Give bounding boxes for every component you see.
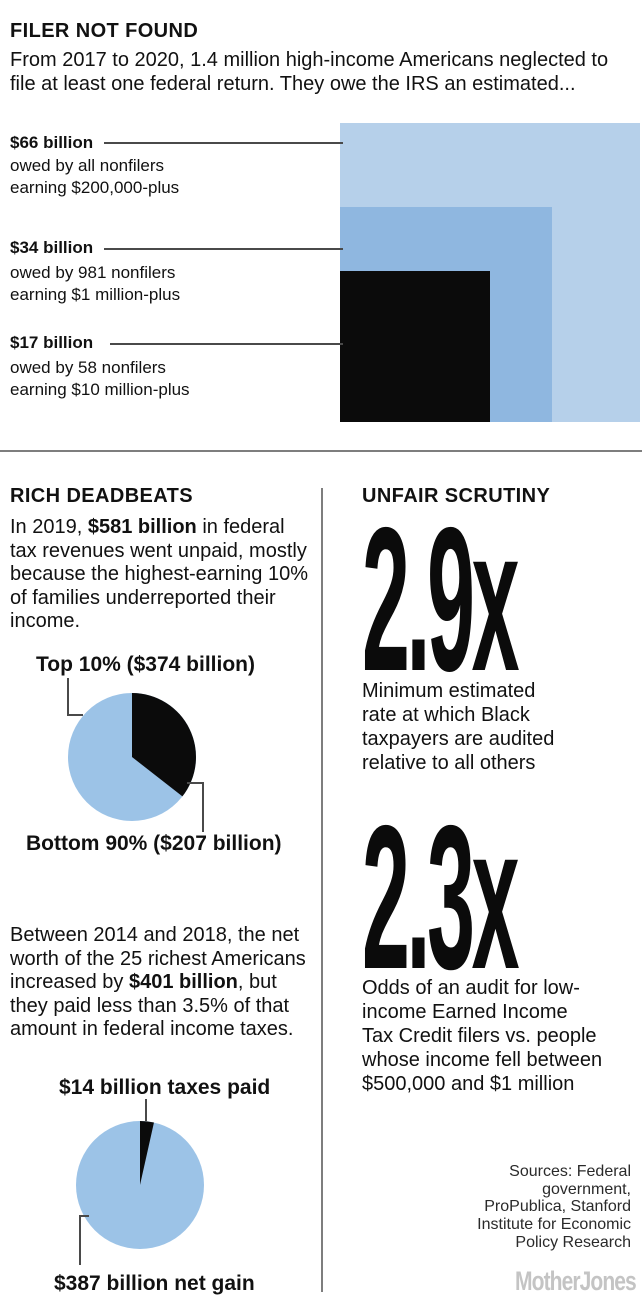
pie1-leader-bottom-horizontal: [187, 782, 204, 784]
para2-bold-401-billion: $401 billion: [128, 971, 238, 993]
pie2-leader-bottom-horizontal: [79, 1215, 89, 1217]
para2-post: , but they paid less than 3.5% of that a…: [10, 971, 294, 1040]
pie1-leader-top-horizontal: [67, 714, 83, 716]
para2-pre: Between 2014 and 2018, the net worth of …: [10, 924, 306, 993]
pie2-leader-top-vertical: [145, 1099, 147, 1121]
leader-line-17: [110, 343, 343, 345]
pie2-label-taxes-paid: $14 billion taxes paid: [59, 1076, 271, 1099]
big-stat-2-3x-value: 2.3x: [362, 783, 520, 1012]
mother-jones-logo: MotherJones: [396, 1266, 637, 1297]
big-stat-2-9x-value: 2.9x: [362, 485, 520, 714]
para1-pre: In 2019,: [10, 516, 88, 538]
vertical-divider: [321, 488, 323, 1292]
caption-2-9x: Minimum estimated rate at which Black ta…: [362, 680, 555, 774]
pie1-label-bottom-90: Bottom 90% ($207 billion): [26, 832, 282, 855]
leader-line-34: [104, 248, 343, 250]
pie-chart-unpaid-taxes: [68, 693, 196, 821]
pie-chart-richest-americans: [76, 1121, 204, 1249]
pie1-slice-bottom-90-percent: [132, 693, 196, 797]
rich-deadbeats-paragraph-2: Between 2014 and 2018, the net worth of …: [10, 924, 310, 1042]
pie2-slice-taxes-paid: [140, 1121, 154, 1185]
pie1-label-top-10: Top 10% ($374 billion): [36, 653, 255, 676]
section-title-filer-not-found: FILER NOT FOUND: [10, 20, 199, 42]
desc-34-billion: owed by 981 nonfilers earning $1 million…: [10, 263, 181, 304]
section-title-rich-deadbeats: RICH DEADBEATS: [10, 485, 194, 507]
horizontal-divider: [0, 450, 642, 452]
rich-deadbeats-paragraph-1: In 2019, $581 billion in federal tax rev…: [10, 516, 308, 634]
desc-66-billion: owed by all nonfilers earning $200,000-p…: [10, 156, 180, 197]
leader-line-66: [104, 142, 343, 144]
pie1-leader-bottom-vertical: [202, 782, 204, 832]
sources-credit: Sources: Federal government, ProPublica,…: [477, 1163, 631, 1251]
label-34-billion: $34 billion: [10, 238, 94, 257]
section-title-unfair-scrutiny: UNFAIR SCRUTINY: [362, 485, 551, 507]
mother-jones-logo-text: MotherJones: [515, 1266, 637, 1296]
caption-2-3x: Odds of an audit for low- income Earned …: [362, 977, 603, 1095]
big-stat-2-9x: 2.9x: [362, 485, 532, 714]
square-17-billion: [340, 271, 490, 422]
pie2-leader-bottom-vertical: [79, 1215, 81, 1265]
para1-bold-581-billion: $581 billion: [87, 516, 197, 538]
big-stat-2-3x: 2.3x: [362, 783, 532, 1012]
label-17-billion: $17 billion: [10, 333, 94, 352]
para1-post: in federal tax revenues went unpaid, mos…: [10, 516, 308, 632]
pie2-label-net-gain: $387 billion net gain: [54, 1272, 255, 1295]
desc-17-billion: owed by 58 nonfilers earning $10 million…: [10, 358, 190, 399]
label-66-billion: $66 billion: [10, 133, 94, 152]
pie1-leader-top-vertical: [67, 678, 69, 716]
intro-paragraph: From 2017 to 2020, 1.4 million high-inco…: [10, 49, 609, 95]
